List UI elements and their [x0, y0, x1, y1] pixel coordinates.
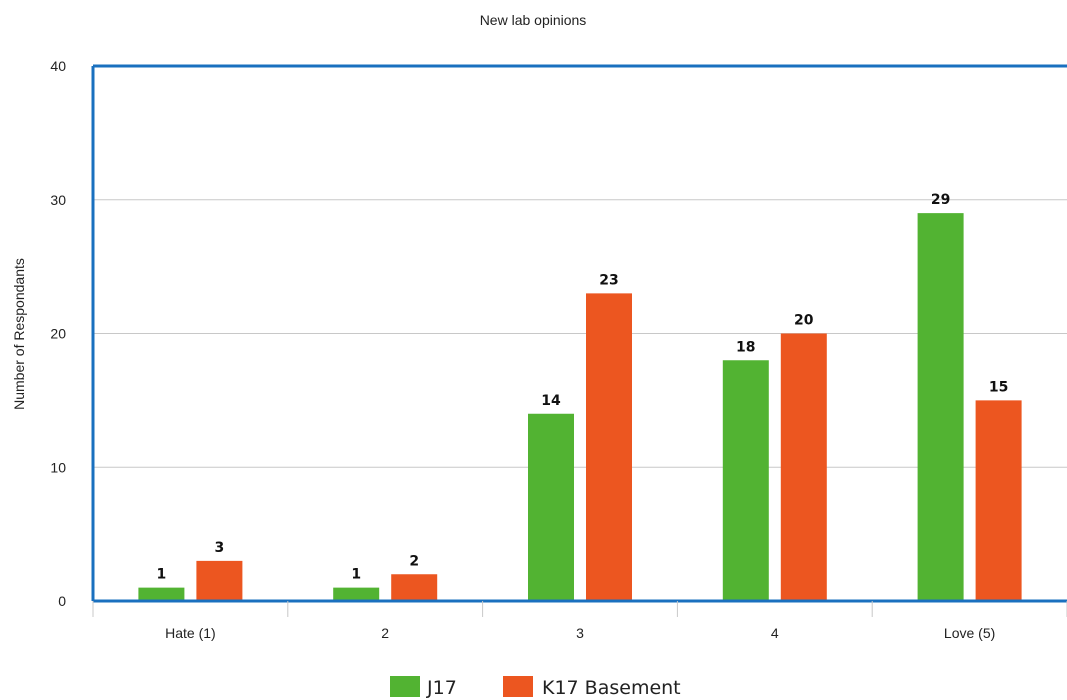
data-label: 1: [351, 567, 361, 583]
bar-j17: [333, 587, 380, 601]
y-tick-label: 40: [50, 58, 66, 74]
legend-label: J17: [426, 677, 457, 699]
x-tick-label: Hate (1): [165, 625, 216, 641]
data-label: 29: [931, 192, 950, 208]
y-axis-label: Number of Respondants: [11, 258, 27, 410]
bar-j17: [528, 413, 574, 601]
data-label: 3: [215, 540, 225, 556]
data-label: 14: [541, 393, 561, 409]
x-axis-ticks: Hate (1) 2 3 4 Love (5): [92, 601, 1067, 641]
bar-j17: [722, 360, 769, 601]
bar-k17-basement: [975, 400, 1022, 601]
bar-j17: [138, 587, 185, 601]
y-tick-label: 20: [50, 326, 66, 342]
plot-frame: [91, 64, 1067, 603]
bars: 1 1 14 18 29 3 2 23 20 15: [138, 192, 1022, 601]
data-label: 20: [794, 313, 814, 329]
legend-label: K17 Basement: [542, 677, 681, 699]
data-label: 23: [599, 272, 618, 288]
bar-k17-basement: [586, 293, 632, 601]
x-tick-label: Love (5): [944, 625, 995, 641]
legend: J17 K17 Basement: [390, 676, 681, 699]
chart-title: New lab opinions: [480, 12, 587, 28]
bar-k17-basement: [196, 560, 243, 601]
data-label: 15: [989, 379, 1008, 395]
y-tick-label: 10: [50, 459, 66, 475]
bar-k17-basement: [391, 574, 438, 601]
legend-swatch: [503, 676, 533, 697]
x-tick-label: 4: [771, 625, 779, 641]
y-tick-label: 0: [58, 593, 66, 609]
data-label: 2: [409, 553, 419, 569]
data-label: 1: [157, 567, 167, 583]
bar-j17: [917, 213, 964, 601]
y-tick-label: 30: [50, 192, 66, 208]
bar-k17-basement: [780, 333, 827, 601]
x-tick-label: 3: [576, 625, 584, 641]
data-label: 18: [736, 339, 755, 355]
x-tick-label: 2: [381, 625, 389, 641]
y-axis-ticks: 0 10 20 30 40: [50, 58, 66, 609]
legend-swatch: [390, 676, 420, 697]
